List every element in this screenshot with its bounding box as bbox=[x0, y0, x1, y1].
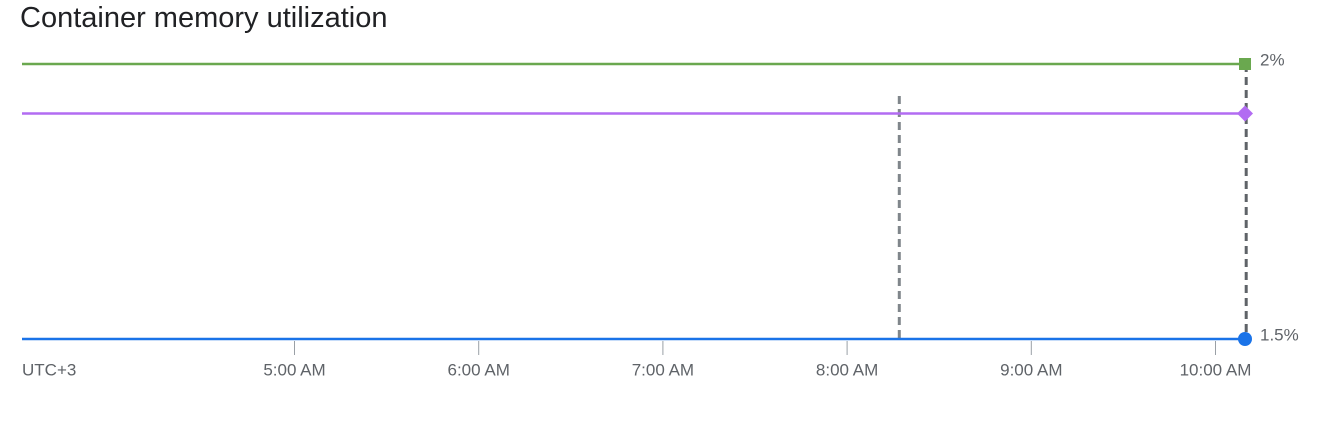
y-tick-label: 1.5% bbox=[1260, 325, 1299, 344]
chart-title: Container memory utilization bbox=[20, 2, 388, 34]
y-axis: 2% 1.5% bbox=[1260, 50, 1299, 344]
x-tick-label: 9:00 AM bbox=[1000, 360, 1062, 379]
timezone-label: UTC+3 bbox=[22, 360, 76, 379]
x-tick-label: 8:00 AM bbox=[816, 360, 878, 379]
vertical-markers bbox=[897, 64, 1248, 339]
x-tick-label: 10:00 AM bbox=[1180, 360, 1252, 379]
x-axis: UTC+3 5:00 AM 6:00 AM 7:00 AM 8:00 AM 9:00 AM… bbox=[22, 341, 1251, 379]
x-tick-label: 6:00 AM bbox=[448, 360, 510, 379]
series-lines bbox=[22, 62, 1245, 341]
y-tick-label: 2% bbox=[1260, 50, 1285, 69]
series-marker-diamond bbox=[1237, 105, 1253, 122]
x-tick-label: 7:00 AM bbox=[632, 360, 694, 379]
series-marker-circle bbox=[1238, 332, 1252, 346]
x-tick-label: 5:00 AM bbox=[263, 360, 325, 379]
series-marker-square bbox=[1239, 58, 1251, 70]
series-markers bbox=[1237, 58, 1253, 346]
